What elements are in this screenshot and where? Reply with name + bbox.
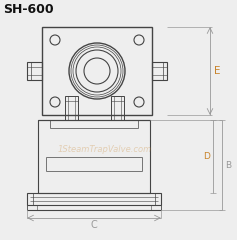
Text: 1SteamTrapValve.com: 1SteamTrapValve.com — [58, 145, 152, 155]
Bar — [42, 27, 152, 115]
Text: D: D — [203, 152, 210, 161]
Bar — [38, 120, 150, 193]
Bar — [27, 62, 42, 80]
Text: B: B — [225, 161, 231, 169]
Text: C: C — [91, 220, 97, 230]
Bar — [27, 193, 161, 205]
Text: SH-600: SH-600 — [3, 3, 54, 16]
Bar — [65, 96, 78, 120]
Bar — [111, 96, 124, 120]
Bar — [152, 62, 167, 80]
Text: E: E — [214, 66, 220, 76]
